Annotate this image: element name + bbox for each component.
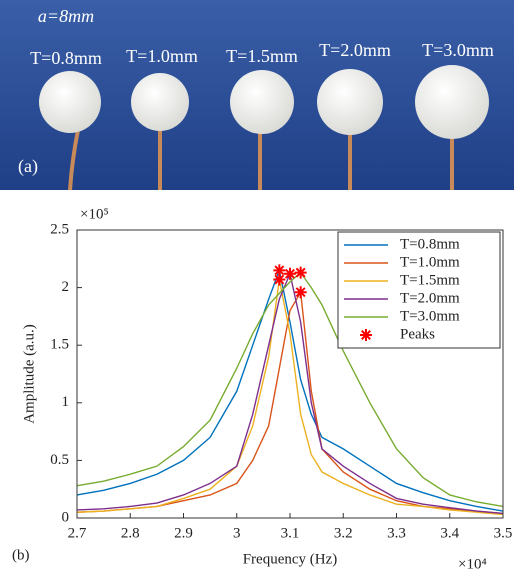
- series-line: [76, 290, 504, 515]
- legend-label: T=1.5mm: [400, 272, 460, 288]
- x-axis-label: Frequency (Hz): [243, 551, 338, 567]
- photo-label: T=1.0mm: [126, 46, 198, 66]
- x-tick-label: 3.1: [281, 525, 300, 541]
- peak-marker: [294, 266, 307, 279]
- x-tick-label: 2.7: [68, 525, 87, 541]
- x-tick-label: 3.4: [440, 525, 459, 541]
- photo-label: a=8mm: [38, 6, 94, 26]
- legend-label: Peaks: [400, 326, 435, 342]
- y-tick-label: 0.5: [50, 452, 69, 468]
- y-tick-label: 1.5: [50, 337, 69, 353]
- photo-label: T=3.0mm: [422, 40, 494, 60]
- y-tick-label: 2.5: [50, 221, 69, 237]
- stems: [68, 128, 454, 191]
- legend-box: [337, 231, 501, 349]
- x-tick-label: 3.2: [334, 525, 353, 541]
- legend-label: T=1.0mm: [400, 254, 460, 270]
- series-line: [76, 279, 504, 516]
- y-tick-label: 0: [62, 509, 70, 525]
- x-tick-label: 2.8: [121, 525, 140, 541]
- legend-label: T=3.0mm: [400, 308, 460, 324]
- series-line: [76, 271, 504, 508]
- panel-label: (b): [12, 547, 30, 563]
- y-tick-label: 2: [62, 279, 70, 295]
- peak-marker: [294, 286, 307, 299]
- axes-frame: [76, 229, 504, 519]
- y-multiplier: ×10⁵: [80, 206, 109, 222]
- x-tick-label: 3.5: [494, 525, 513, 541]
- peak-marker: [273, 273, 286, 286]
- legend-marker: [360, 329, 372, 341]
- peak-marker: [273, 264, 286, 277]
- x-tick-label: 3.3: [387, 525, 406, 541]
- x-tick-label: 2.9: [174, 525, 193, 541]
- x-multiplier: ×10⁴: [458, 556, 487, 572]
- photo-label: T=2.0mm: [319, 40, 391, 60]
- photo-label: T=1.5mm: [226, 46, 298, 66]
- peak-marker: [284, 267, 296, 280]
- balls: [39, 65, 489, 139]
- legend-label: T=2.0mm: [400, 290, 460, 306]
- legend: T=0.8mm T=1.0mm T=1.5mm T=2.0mm T=3.0mm Peaks: [337, 231, 501, 349]
- y-axis-label: Amplitude (a.u.): [21, 324, 37, 424]
- photo-label: T=0.8mm: [30, 48, 102, 68]
- panel-label: (a): [18, 156, 38, 177]
- photo-panel: a=8mm T=0.8mm T=1.0mm T=1.5mm T=2.0mm T=…: [0, 0, 514, 191]
- series-line: [76, 267, 504, 512]
- x-tick-label: 3: [233, 525, 241, 541]
- y-tick-label: 1: [62, 394, 70, 410]
- legend-label: T=0.8mm: [400, 236, 460, 252]
